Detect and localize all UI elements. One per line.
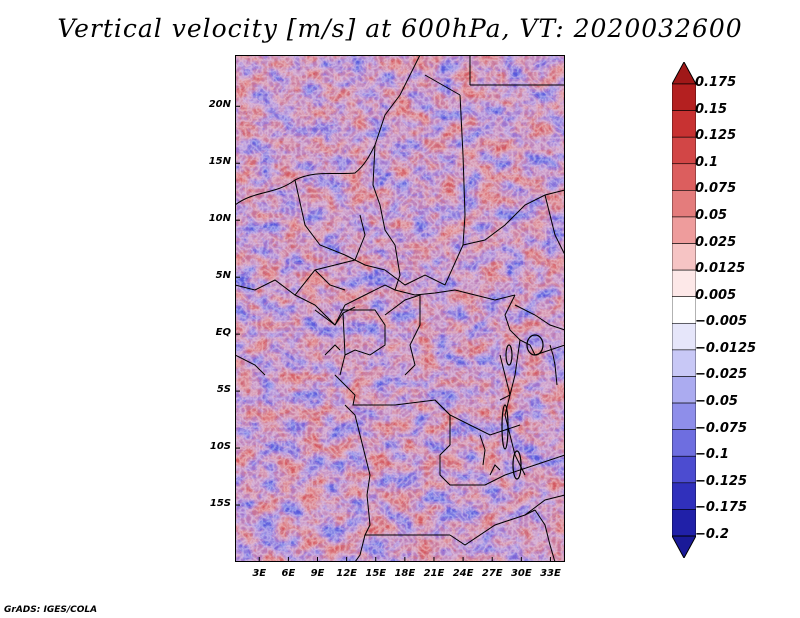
colorbar-segment — [672, 83, 696, 111]
colorbar-segment — [672, 322, 696, 351]
lat-label: 5N — [215, 270, 231, 282]
colorbar-segment — [672, 402, 696, 430]
colorbar-segment — [672, 482, 696, 510]
colorbar-label: −0.0125 — [695, 340, 757, 356]
lat-label: 10S — [209, 441, 231, 453]
lon-label: 27E — [481, 568, 503, 579]
colorbar-label: −0.1 — [695, 447, 729, 463]
lat-label: 20N — [208, 99, 231, 111]
lat-label: 5S — [216, 384, 231, 396]
colorbar-label: −0.125 — [695, 473, 748, 489]
colorbar-label: −0.2 — [695, 527, 729, 542]
colorbar-label: 0.075 — [695, 181, 737, 197]
lat-label: 15S — [209, 498, 231, 510]
colorbar-label: −0.05 — [695, 394, 738, 410]
colorbar-segment — [672, 269, 696, 298]
colorbar-segment — [672, 349, 696, 377]
footer-credit: GrADS: IGES/COLA — [4, 605, 98, 615]
colorbar-segment — [672, 455, 696, 484]
colorbar-segment — [672, 376, 696, 404]
lon-label: 33E — [540, 568, 561, 579]
colorbar-bottom-arrow — [672, 535, 696, 558]
colorbar-top-arrow — [672, 62, 696, 85]
colorbar-label: 0.125 — [695, 128, 737, 144]
lon-label: 15E — [365, 568, 387, 579]
lon-label: 21E — [423, 568, 445, 579]
colorbar-segment — [672, 429, 696, 457]
colorbar-label: −0.025 — [695, 367, 748, 383]
lon-label: 24E — [452, 568, 474, 579]
colorbar-segment — [672, 243, 696, 271]
colorbar-segment — [672, 136, 696, 165]
lon-label: 18E — [394, 568, 416, 579]
country-borders — [235, 55, 565, 562]
colorbar-segment — [672, 110, 696, 138]
colorbar-label: −0.005 — [695, 314, 748, 330]
lat-label: 15N — [208, 156, 231, 168]
colorbar-label: −0.175 — [695, 500, 748, 516]
colorbar-label: 0.025 — [695, 234, 737, 250]
lon-label: 12E — [336, 568, 357, 579]
colorbar-label: 0.0125 — [695, 261, 746, 277]
lon-label: 30E — [510, 568, 532, 579]
colorbar-label: 0.1 — [695, 154, 719, 170]
colorbar — [672, 62, 696, 558]
lon-label: 9E — [310, 568, 325, 579]
colorbar-label: 0.05 — [695, 207, 728, 223]
lakes — [501, 334, 544, 480]
velocity-map — [235, 55, 565, 562]
colorbar-label: 0.005 — [695, 287, 737, 303]
lat-label: EQ — [215, 327, 231, 339]
map-panel — [235, 55, 565, 562]
colorbar-segment — [672, 190, 696, 218]
lon-label: 3E — [252, 568, 267, 579]
colorbar-segment — [672, 509, 696, 537]
lat-label: 10N — [208, 213, 231, 225]
colorbar-label: 0.15 — [695, 101, 728, 117]
lon-label: 6E — [281, 568, 296, 579]
colorbar-label: −0.075 — [695, 420, 748, 436]
colorbar-label: 0.175 — [695, 75, 737, 90]
colorbar-segment — [672, 216, 696, 244]
colorbar-segment — [672, 163, 696, 191]
colorbar-segment — [672, 296, 696, 324]
chart-title: Vertical velocity [m/s] at 600hPa, VT: 2… — [57, 14, 743, 43]
axis-ticks — [235, 105, 551, 562]
